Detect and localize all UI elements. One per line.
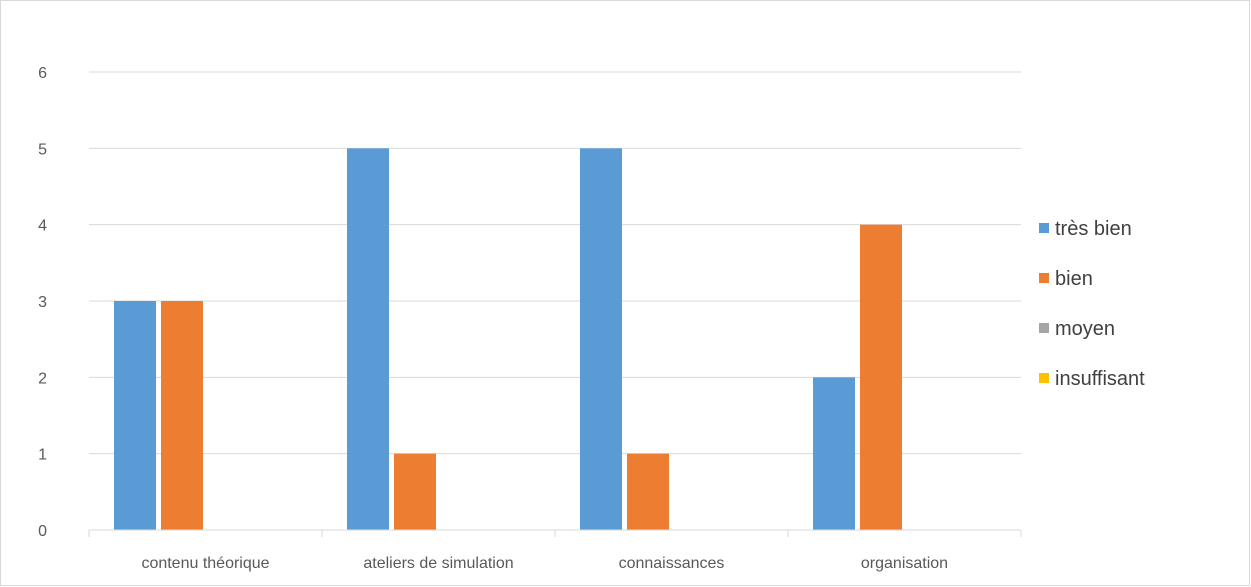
bar-tres-bien-organisation xyxy=(813,377,855,530)
y-tick-label-3: 3 xyxy=(38,294,47,311)
legend: très bien bien moyen insuffisant xyxy=(1039,218,1145,390)
bar-tres-bien-ateliers-de-simulation xyxy=(347,148,389,531)
y-tick-label-0: 0 xyxy=(38,523,47,540)
y-tick-label-4: 4 xyxy=(38,218,47,235)
bar-tres-bien-connaissances xyxy=(580,148,622,531)
bar-bien-connaissances xyxy=(627,453,669,530)
axes: 0 1 2 3 4 5 6 contenu théorique ateliers de simu… xyxy=(38,65,1022,572)
x-tick-label-connaissances: connaissances xyxy=(619,555,725,572)
legend-label-bien: bien xyxy=(1055,268,1093,290)
y-tick-label-1: 1 xyxy=(38,447,47,464)
x-tick-label-organisation: organisation xyxy=(861,555,948,572)
x-tick-label-contenu-theorique: contenu théorique xyxy=(141,555,269,572)
y-tick-label-6: 6 xyxy=(38,65,47,82)
legend-label-tres-bien: très bien xyxy=(1055,218,1132,240)
legend-swatch-bien xyxy=(1039,273,1049,283)
legend-swatch-moyen xyxy=(1039,323,1049,333)
legend-label-moyen: moyen xyxy=(1055,318,1115,340)
y-tick-label-2: 2 xyxy=(38,370,47,387)
legend-swatch-tres-bien xyxy=(1039,223,1049,233)
legend-swatch-insuffisant xyxy=(1039,373,1049,383)
bar-bien-ateliers-de-simulation xyxy=(394,453,436,530)
bar-tres-bien-contenu-theorique xyxy=(114,301,156,530)
bar-bien-contenu-theorique xyxy=(161,301,203,530)
bars xyxy=(114,148,902,531)
bar-bien-organisation xyxy=(860,224,902,530)
y-tick-label-5: 5 xyxy=(38,141,47,158)
x-tick-label-ateliers-de-simulation: ateliers de simulation xyxy=(363,555,513,572)
legend-label-insuffisant: insuffisant xyxy=(1055,368,1145,390)
